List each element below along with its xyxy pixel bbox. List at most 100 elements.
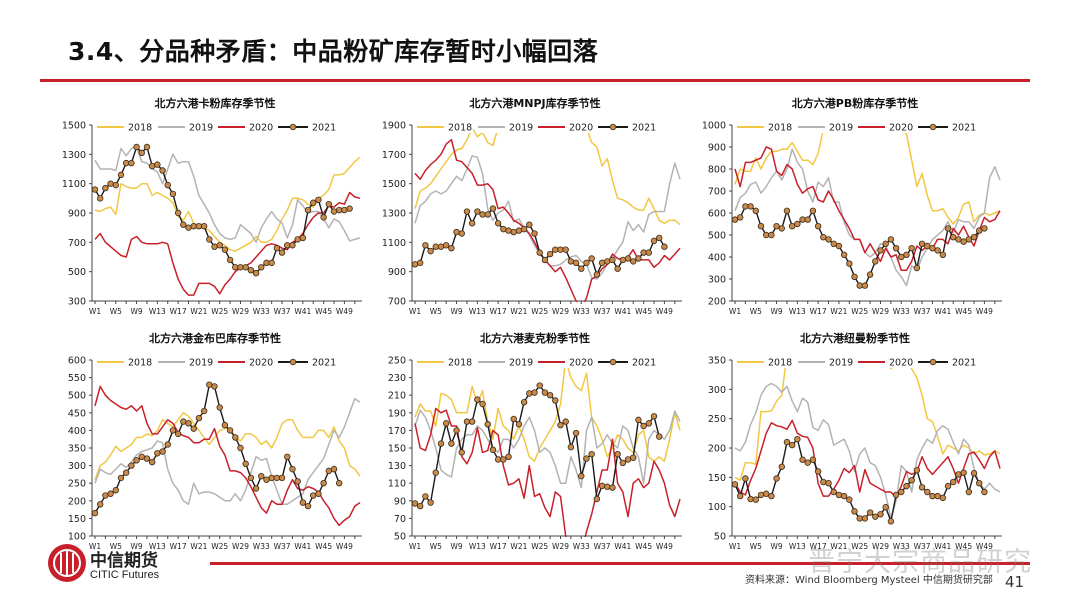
y-tick-label: 900 <box>708 143 726 154</box>
data-point-2021 <box>112 487 119 494</box>
data-point-2021 <box>609 256 616 264</box>
watermark: 晋宁大宗商品研究 <box>808 547 1032 578</box>
data-point-2021 <box>624 456 632 463</box>
data-point-2021 <box>950 233 957 241</box>
y-tick-label: 400 <box>68 426 86 437</box>
data-point-2021 <box>588 255 595 262</box>
x-tick-label: W21 <box>190 542 207 551</box>
data-point-2021 <box>200 407 208 415</box>
data-point-2021 <box>736 214 744 221</box>
data-point-2021 <box>346 205 353 212</box>
data-point-2021 <box>159 167 166 174</box>
y-tick-label: 800 <box>708 165 726 176</box>
data-point-2021 <box>252 485 260 492</box>
series-group <box>412 124 681 302</box>
x-tick-label: W13 <box>469 542 486 551</box>
data-point-2021 <box>846 496 853 503</box>
x-tick-label: W29 <box>232 307 249 316</box>
data-point-2021 <box>107 490 114 497</box>
x-tick-label: W37 <box>594 307 611 316</box>
series-line-2020 <box>414 138 681 302</box>
x-tick-label: W25 <box>211 307 228 316</box>
x-tick-label: W45 <box>955 307 972 316</box>
data-point-2021 <box>887 236 895 243</box>
chart-svg: 北方六港PB粉库存季节性 200 300 400 500 600 700 800 900 1000… <box>702 96 1002 316</box>
data-point-2021 <box>427 247 434 255</box>
data-point-2021 <box>422 493 429 500</box>
data-point-2021 <box>107 180 114 187</box>
y-tick-label: 700 <box>388 297 406 308</box>
y-tick-label: 50 <box>394 532 406 543</box>
series-line-2019 <box>94 146 361 244</box>
data-point-2021 <box>593 271 601 278</box>
data-point-2021 <box>237 264 244 271</box>
data-point-2021 <box>128 462 135 469</box>
data-point-2021 <box>232 264 239 271</box>
data-point-2021 <box>788 441 796 449</box>
data-point-2021 <box>742 203 749 210</box>
y-tick-label: 1100 <box>382 238 406 249</box>
x-tick-label: W21 <box>830 542 847 551</box>
y-tick-label: 600 <box>708 209 726 220</box>
y-tick-label: 700 <box>708 187 726 198</box>
x-tick-label: W41 <box>294 307 311 316</box>
x-tick-label: W9 <box>130 307 142 316</box>
x-tick-label: W45 <box>955 542 972 551</box>
data-point-2021 <box>835 242 843 250</box>
data-point-2021 <box>500 456 507 463</box>
data-point-2021 <box>520 399 528 406</box>
data-point-2021 <box>117 171 125 179</box>
data-point-2021 <box>583 455 590 462</box>
series-line-2018 <box>414 359 681 462</box>
data-point-2021 <box>757 222 765 230</box>
data-point-2021 <box>505 453 512 460</box>
legend-label-2018: 2018 <box>448 123 472 134</box>
series-line-2021 <box>94 146 350 274</box>
data-point-2021 <box>247 266 255 274</box>
data-point-2021 <box>635 255 642 262</box>
x-tick-label: W5 <box>430 542 442 551</box>
data-point-2021 <box>117 474 125 482</box>
data-point-2021 <box>237 444 244 452</box>
y-tick-label: 600 <box>68 356 86 367</box>
data-point-2021 <box>258 472 265 480</box>
x-tick-label: W25 <box>531 307 548 316</box>
x-tick-label: W37 <box>914 542 931 551</box>
x-tick-label: W33 <box>893 307 910 316</box>
data-point-2021 <box>143 143 151 151</box>
data-point-2021 <box>494 456 502 463</box>
series-line-2020 <box>94 385 361 527</box>
y-tick-label: 700 <box>68 238 86 249</box>
chart-title: 北方六港PB粉库存季节性 <box>792 96 918 110</box>
x-tick-label: W37 <box>274 307 291 316</box>
data-point-2021 <box>154 450 161 457</box>
data-point-2021 <box>567 258 575 265</box>
data-point-2021 <box>211 243 218 250</box>
x-tick-label: W45 <box>635 307 652 316</box>
data-point-2021 <box>583 259 590 267</box>
data-point-2021 <box>174 209 182 217</box>
data-point-2021 <box>169 190 177 198</box>
data-point-2021 <box>453 228 460 236</box>
data-point-2021 <box>92 186 99 193</box>
data-point-2021 <box>830 488 837 496</box>
data-point-2021 <box>856 515 863 522</box>
y-tick-label: 250 <box>68 479 86 490</box>
data-point-2021 <box>840 492 848 500</box>
data-point-2021 <box>437 243 445 250</box>
data-point-2021 <box>882 240 889 247</box>
data-point-2021 <box>299 234 307 242</box>
data-point-2021 <box>866 509 874 516</box>
data-point-2021 <box>479 400 486 408</box>
data-point-2021 <box>778 463 785 470</box>
data-point-2021 <box>768 492 775 500</box>
data-point-2021 <box>437 440 445 447</box>
data-point-2021 <box>412 261 419 268</box>
y-tick-label: 150 <box>388 444 406 455</box>
x-tick-label: W21 <box>510 307 527 316</box>
data-point-2021 <box>820 233 827 241</box>
data-point-2021 <box>804 459 811 466</box>
x-tick-label: W1 <box>729 542 741 551</box>
data-point-2021 <box>903 251 910 258</box>
data-point-2021 <box>562 418 569 425</box>
